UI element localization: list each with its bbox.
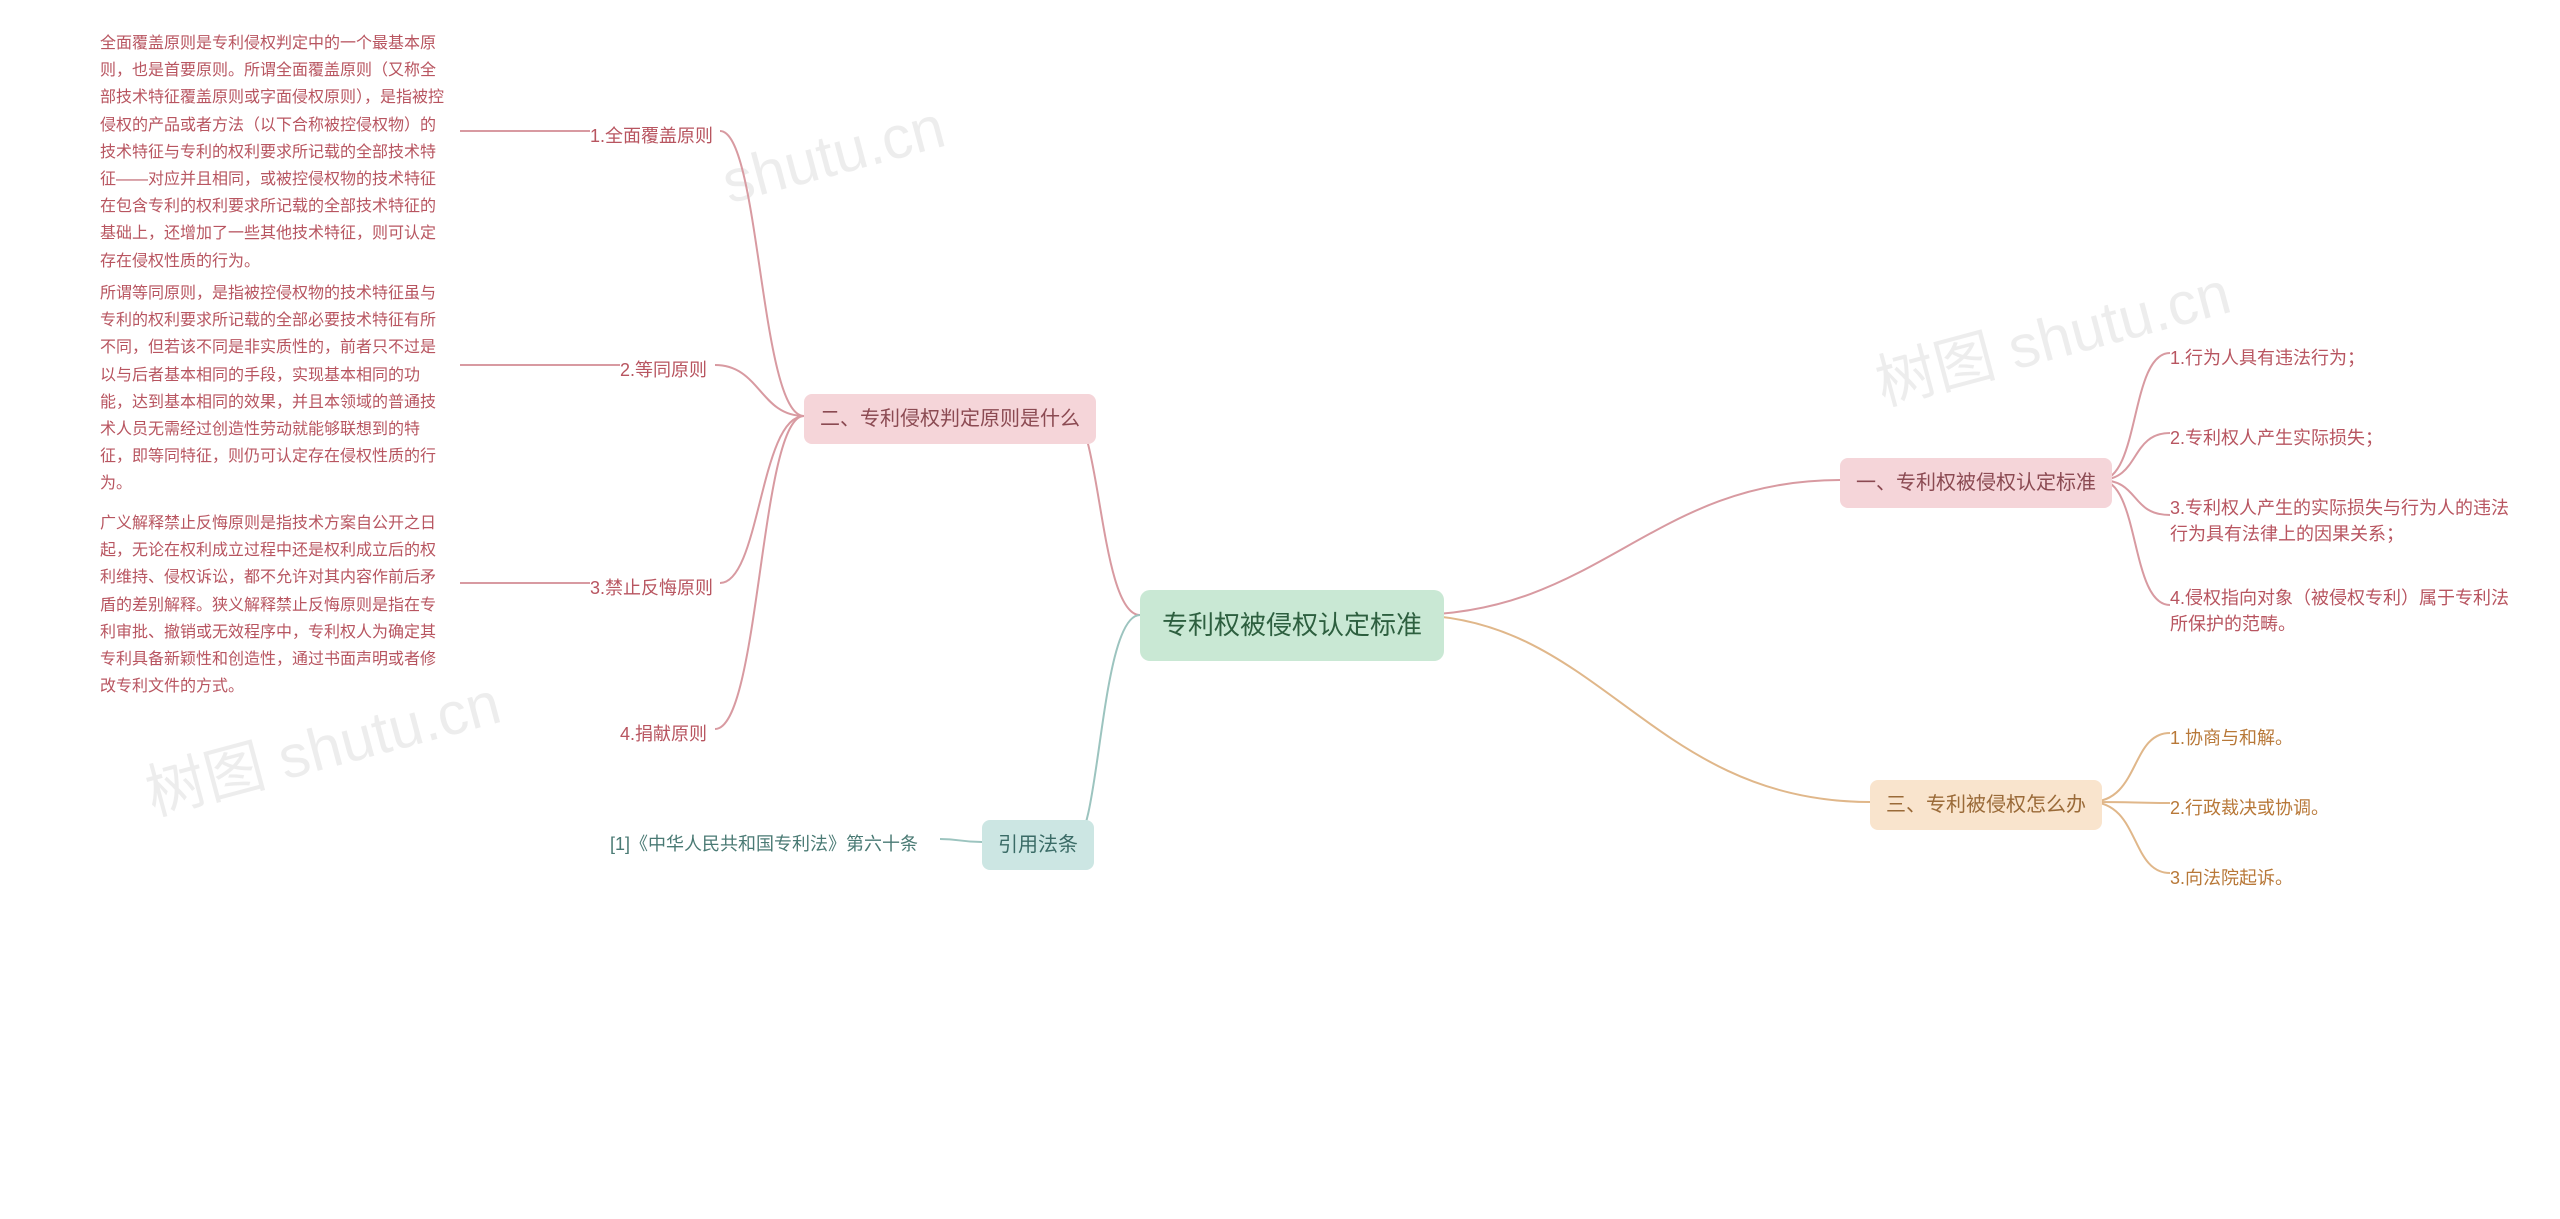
- leaf-node[interactable]: 3.专利权人产生的实际损失与行为人的违法行为具有法律上的因果关系；: [2170, 490, 2520, 550]
- root-node[interactable]: 专利权被侵权认定标准: [1140, 590, 1444, 661]
- leaf-node[interactable]: 1.全面覆盖原则: [590, 118, 713, 152]
- leaf-description: 广义解释禁止反悔原则是指技术方案自公开之日起，无论在权利成立过程中还是权利成立后…: [100, 510, 450, 700]
- watermark: 树图 shutu.cn: [1865, 244, 2239, 422]
- leaf-node[interactable]: 4.捐献原则: [620, 716, 707, 750]
- branch-node-3[interactable]: 三、专利被侵权怎么办: [1870, 780, 2102, 830]
- leaf-node[interactable]: 2.等同原则: [620, 352, 707, 386]
- leaf-description: 所谓等同原则，是指被控侵权物的技术特征虽与专利的权利要求所记载的全部必要技术特征…: [100, 280, 450, 498]
- branch-node-4[interactable]: 引用法条: [982, 820, 1094, 870]
- leaf-node[interactable]: 1.行为人具有违法行为；: [2170, 340, 2365, 374]
- leaf-node[interactable]: [1]《中华人民共和国专利法》第六十条: [610, 826, 918, 860]
- leaf-node[interactable]: 4.侵权指向对象（被侵权专利）属于专利法所保护的范畴。: [2170, 580, 2520, 640]
- watermark: shutu.cn: [715, 92, 952, 217]
- branch-node-1[interactable]: 一、专利权被侵权认定标准: [1840, 458, 2112, 508]
- leaf-node[interactable]: 3.禁止反悔原则: [590, 570, 713, 604]
- leaf-node[interactable]: 1.协商与和解。: [2170, 720, 2293, 754]
- leaf-description: 全面覆盖原则是专利侵权判定中的一个最基本原则，也是首要原则。所谓全面覆盖原则（又…: [100, 30, 450, 275]
- leaf-node[interactable]: 3.向法院起诉。: [2170, 860, 2293, 894]
- leaf-node[interactable]: 2.行政裁决或协调。: [2170, 790, 2329, 824]
- leaf-node[interactable]: 2.专利权人产生实际损失；: [2170, 420, 2383, 454]
- branch-node-2[interactable]: 二、专利侵权判定原则是什么: [804, 394, 1096, 444]
